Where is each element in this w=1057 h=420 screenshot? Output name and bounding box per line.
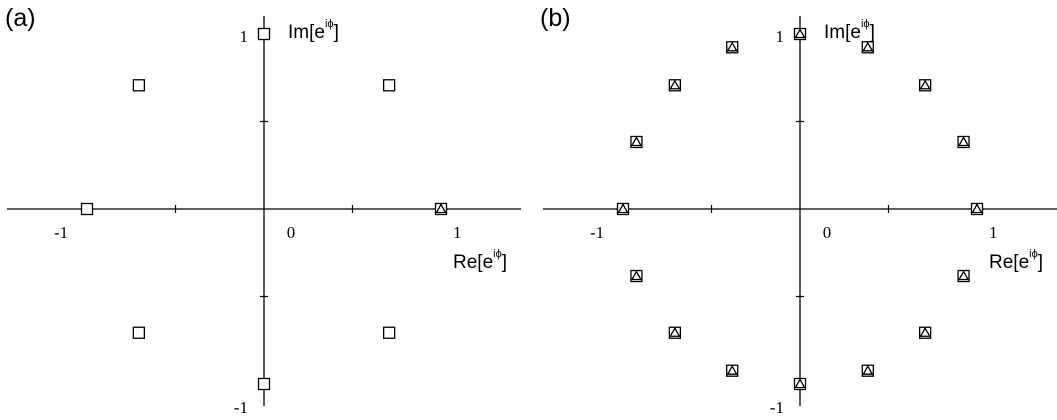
triangle-marker <box>435 203 447 214</box>
triangle-marker <box>919 326 931 337</box>
x-axis-label: Re[eiϕ] <box>453 248 507 273</box>
triangle-marker <box>617 203 629 214</box>
panel-label: (a) <box>5 4 36 32</box>
square-marker <box>257 27 271 41</box>
triangle-marker <box>669 79 681 90</box>
y-axis-label: Im[eiϕ] <box>288 18 339 43</box>
triangle-marker <box>862 364 874 375</box>
triangle-marker <box>726 41 738 52</box>
y-tick-label: -1 <box>234 398 248 417</box>
triangle-marker <box>669 326 681 337</box>
square-marker <box>132 79 146 92</box>
y-tick-label: -1 <box>770 398 784 417</box>
x-tick-label: 1 <box>453 223 462 242</box>
x-axis-label: Re[eiϕ] <box>989 248 1043 273</box>
x-tick-label: -1 <box>54 223 68 242</box>
square-marker <box>382 326 396 339</box>
square-marker <box>132 326 146 339</box>
triangle-marker <box>919 79 931 90</box>
triangle-marker <box>794 378 806 389</box>
panel-label: (b) <box>540 4 571 32</box>
panel-a: (a) -1 0 1 1 -1 Im[eiϕ] Re[eiϕ] <box>5 4 521 417</box>
square-marker <box>257 377 271 391</box>
x-tick-label: 0 <box>287 223 296 242</box>
triangle-marker <box>630 136 643 147</box>
triangle-marker <box>957 136 970 147</box>
triangle-marker <box>862 41 874 52</box>
triangle-marker <box>971 203 983 214</box>
y-tick-label: 1 <box>240 27 249 46</box>
triangle-marker <box>957 270 970 281</box>
square-marker <box>382 79 396 92</box>
panel-b: (b) -1 0 1 1 -1 Im[eiϕ] Re[eiϕ] <box>540 4 1057 417</box>
y-axis-label: Im[eiϕ] <box>824 18 875 43</box>
x-tick-label: -1 <box>590 223 604 242</box>
y-tick-label: 1 <box>776 27 785 46</box>
triangle-marker <box>794 28 806 39</box>
square-marker <box>80 202 94 216</box>
triangle-marker <box>726 364 738 375</box>
x-tick-label: 1 <box>989 223 998 242</box>
triangle-marker <box>630 270 643 281</box>
x-tick-label: 0 <box>823 223 832 242</box>
